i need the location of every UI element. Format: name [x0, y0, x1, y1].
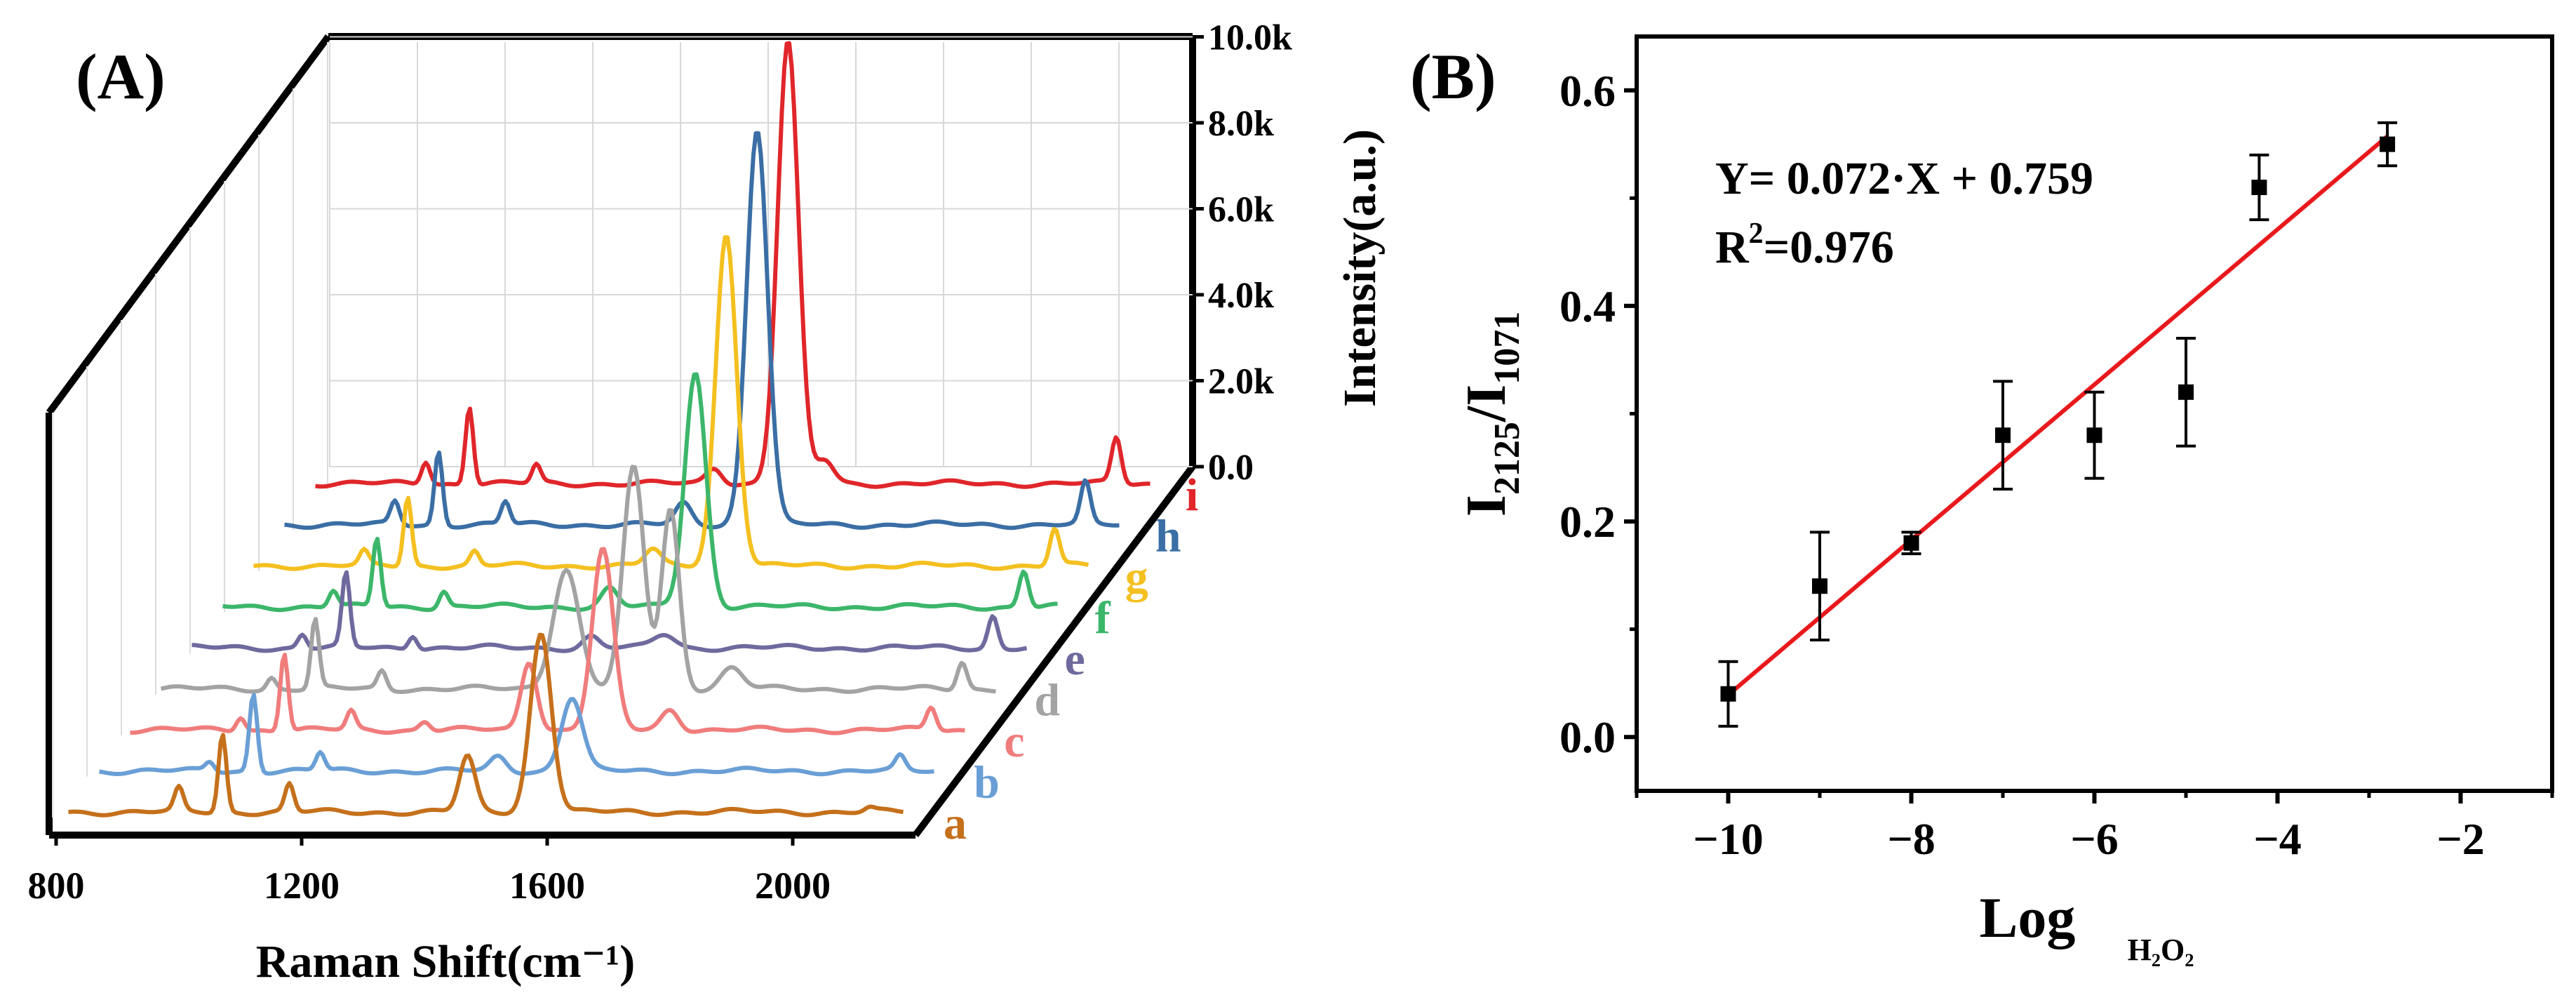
- fit-equation: Y= 0.072·X + 0.759: [1715, 153, 2093, 204]
- panel-a: (A) 0.0 2.0k 4.0k 6.0k 8.0k 10.0k 800 1200 1600…: [28, 18, 1386, 988]
- spectrum-line-e: [192, 570, 1028, 653]
- data-point: [2251, 180, 2267, 195]
- y-tick-label: 0.6: [1559, 66, 1616, 116]
- raman-tick-label: 800: [28, 865, 85, 907]
- series-label-h: h: [1155, 511, 1181, 562]
- intensity-tick-label: 0.0: [1208, 448, 1254, 488]
- spectrum-line-h: [284, 131, 1120, 531]
- raman-shift-axis-ticks: 800 1200 1600 2000: [28, 835, 831, 907]
- series-label-b: b: [974, 757, 1000, 808]
- series-label-a: a: [944, 798, 967, 849]
- raman-tick-label: 1600: [509, 865, 585, 907]
- x-axis-label-subscript: H₂O₂: [2128, 933, 2194, 967]
- r-squared: R2=0.976: [1715, 218, 1894, 273]
- x-tick-label: −10: [1693, 814, 1763, 864]
- raman-tick-label: 1200: [264, 865, 340, 907]
- y-tick-label: 0.4: [1559, 281, 1616, 331]
- series-label-c: c: [1004, 716, 1024, 767]
- spectrum-line-d: [160, 465, 996, 694]
- data-point: [1995, 427, 2011, 444]
- data-point: [2380, 136, 2396, 152]
- data-point: [1812, 578, 1827, 594]
- x-axis-label: Log: [1980, 886, 2076, 949]
- raman-tick-label: 2000: [755, 865, 831, 907]
- series-label-d: d: [1034, 675, 1060, 726]
- spectrum-line-b: [99, 693, 934, 777]
- data-point: [1720, 686, 1736, 702]
- intensity-tick-label: 2.0k: [1208, 362, 1274, 402]
- panel-b: (B) −10 −8 −6 −4 −2 0.0 0.2 0.4 0.6 Y= 0.072·X +…: [1410, 34, 2554, 967]
- intensity-tick-label: 8.0k: [1208, 104, 1274, 144]
- panel-b-plot: [1718, 121, 2398, 728]
- fit-line: [1726, 134, 2389, 697]
- data-point: [2086, 427, 2102, 444]
- panel-a-grid: [52, 36, 1193, 818]
- series-label-e: e: [1064, 634, 1085, 685]
- frame-left-diagonal: [46, 34, 332, 415]
- intensity-axis-ticks: 0.0 2.0k 4.0k 6.0k 8.0k 10.0k: [1193, 18, 1292, 488]
- intensity-tick-label: 10.0k: [1208, 18, 1292, 58]
- spectrum-line-f: [222, 372, 1058, 613]
- y-tick-label: 0.0: [1559, 712, 1616, 762]
- x-tick-label: −4: [2253, 814, 2301, 864]
- panel-b-label: (B): [1410, 41, 1496, 112]
- series-label-g: g: [1125, 552, 1148, 603]
- data-point: [2178, 384, 2194, 400]
- panel-b-ticks: −10 −8 −6 −4 −2 0.0 0.2 0.4 0.6: [1559, 66, 2554, 864]
- raman-shift-axis-label: Raman Shift(cm⁻¹): [256, 936, 635, 987]
- spectrum-line-c: [130, 547, 965, 735]
- y-tick-label: 0.2: [1559, 497, 1616, 547]
- frame-right-diagonal: [913, 464, 1195, 838]
- series-label-f: f: [1095, 593, 1111, 644]
- y-axis-label: I2125/I1071: [1456, 312, 1527, 517]
- intensity-tick-label: 4.0k: [1208, 276, 1274, 316]
- panel-a-label: (A): [76, 41, 166, 112]
- spectrum-line-g: [253, 235, 1089, 571]
- x-tick-label: −6: [2070, 814, 2118, 864]
- intensity-tick-label: 6.0k: [1208, 190, 1274, 230]
- data-point: [1903, 535, 1919, 551]
- intensity-axis-label: Intensity(a.u.): [1334, 129, 1386, 407]
- x-tick-label: −2: [2436, 814, 2484, 864]
- series-label-i: i: [1186, 469, 1198, 521]
- x-tick-label: −8: [1887, 814, 1935, 864]
- spectrum-line-a: [68, 632, 904, 818]
